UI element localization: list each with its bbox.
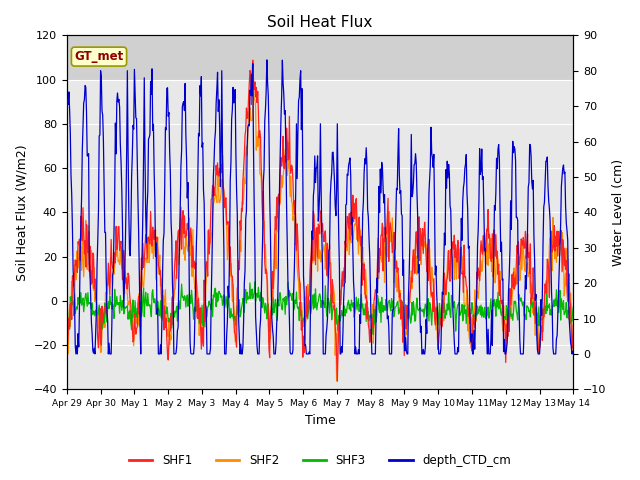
X-axis label: Time: Time <box>305 414 335 427</box>
Y-axis label: Soil Heat Flux (W/m2): Soil Heat Flux (W/m2) <box>15 144 28 281</box>
Y-axis label: Water Level (cm): Water Level (cm) <box>612 159 625 266</box>
Title: Soil Heat Flux: Soil Heat Flux <box>268 15 372 30</box>
Legend: SHF1, SHF2, SHF3, depth_CTD_cm: SHF1, SHF2, SHF3, depth_CTD_cm <box>124 449 516 472</box>
Bar <box>67 36 573 80</box>
Text: GT_met: GT_met <box>74 50 124 63</box>
